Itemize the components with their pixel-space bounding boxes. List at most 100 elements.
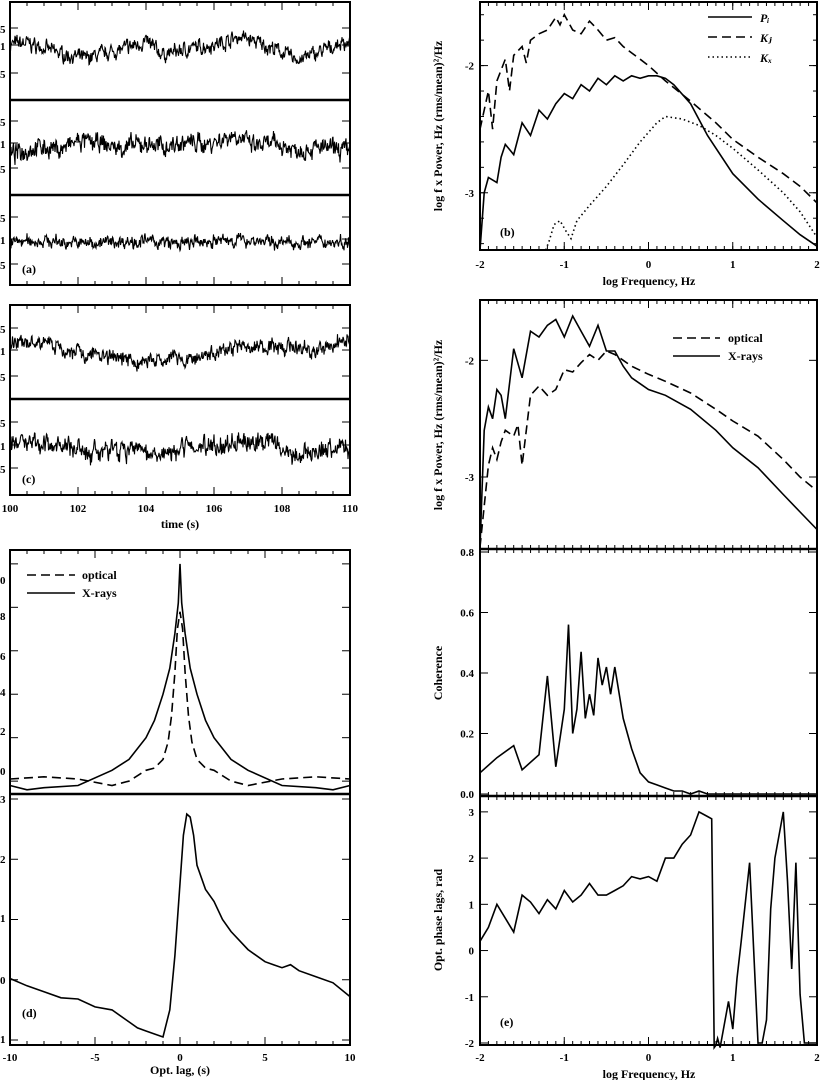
phase-lag-line [479,810,817,1050]
panel-a-partial-tick-label: 5 [0,213,6,225]
panel-c-trace-1 [9,334,351,372]
panel-d-partial-tick-label: 1 [0,1034,6,1046]
lag-curve-line [9,812,351,1039]
y-tick-label: -2 [465,61,475,73]
panel-d-partial-tick-label: 1 [0,913,6,925]
y-tick-label: 0.6 [460,608,474,620]
panel-e-x-axis-label: log Frequency, Hz [603,1067,696,1080]
x-tick-label: 104 [138,503,155,515]
x-tick-label: 0 [646,1052,652,1064]
psd-xrays-line [479,314,818,548]
panel-d-partial-tick-label: 0 [0,575,6,587]
x-tick-label: 0 [177,1052,183,1064]
psd-kj-line [479,12,818,204]
panel-c: (c) 100 102 104 106 108 110 time (s) 5 1 5 5 … [0,304,359,531]
panel-a-partial-tick-label: 5 [0,24,6,36]
panel-a-partial-tick-label: 5 [0,164,6,176]
x-tick-label: 110 [342,503,358,515]
panel-c-partial-tick-label: 1 [0,346,6,358]
y-tick-label: 1 [469,899,475,911]
panel-e-label: (e) [500,1015,513,1029]
panel-c-partial-tick-label: 5 [0,372,6,384]
panel-c-partial-tick-label: 1 [0,441,6,453]
y-tick-label: 2 [469,853,475,865]
psd-kx-line [544,115,818,251]
y-tick-label: -3 [465,472,475,484]
legend-label-optical: optical [82,568,117,582]
panel-d-partial-tick-label: 0 [0,975,6,987]
panel-e-coherence-y-axis-label: Coherence [431,645,445,700]
y-tick-label: 0.4 [460,668,474,680]
ccf-optical-line [9,611,351,787]
panel-b: Pᵢ Kⱼ Kₓ (b) -3 -2 -2 -1 0 1 2 log Frequency,… [431,1,820,288]
panel-b-legend: Pᵢ Kⱼ Kₓ [708,11,772,65]
panel-c-x-tick-labels: 100 102 104 106 108 110 [2,503,359,515]
panel-d-partial-tick-label: 4 [0,687,6,699]
x-tick-label: 106 [206,503,223,515]
panel-c-partial-tick-label: 5 [0,464,6,476]
x-tick-label: 100 [2,503,19,515]
ccf-xrays-line [9,563,351,791]
x-tick-label: 1 [730,259,736,271]
y-tick-label: 0.0 [460,789,474,801]
panel-a-label: (a) [22,262,36,276]
y-tick-label: 0 [469,946,475,958]
panel-e-ticks [479,300,818,1045]
panel-c-partial-tick-label: 5 [0,418,6,430]
panel-a-partial-tick-label: 1 [0,41,6,53]
panel-d-partial-tick-label: 6 [0,651,6,663]
panel-c-label: (c) [22,472,35,486]
x-tick-label: -2 [475,259,485,271]
y-tick-label: 3 [469,807,475,819]
panel-c-x-axis-label: time (s) [161,517,199,531]
panel-d-x-tick-labels: -10 -5 0 5 10 [3,1052,356,1064]
panel-c-ticks [9,305,351,495]
panel-d-partial-tick-label: 3 [0,794,6,806]
x-tick-label: 102 [70,503,87,515]
y-tick-label: -2 [465,355,475,367]
psd-optical-line [479,350,818,548]
panel-a-partial-tick-label: 1 [0,235,6,247]
y-tick-label: -1 [465,992,474,1004]
legend-label-p: Pᵢ [760,11,769,25]
x-tick-label: -1 [560,259,569,271]
panel-a: (a) 5 1 5 5 1 5 5 1 5 [0,1,351,286]
panel-d-partial-tick-label: 2 [0,854,6,866]
panel-b-x-tick-labels: -2 -1 0 1 2 [475,259,820,271]
panel-e-phase-y-axis-label: Opt. phase lags, rad [431,869,445,972]
panel-e-psd-y-axis-label: log f x Power, Hz (rms/mean)²/Hz [431,339,445,510]
legend-label-xrays: X-rays [82,586,117,600]
x-tick-label: -1 [560,1052,569,1064]
panel-a-trace-2 [9,130,351,165]
panel-d-partial-tick-label: 2 [0,726,6,738]
x-tick-label: 2 [814,1052,820,1064]
panel-e-x-tick-labels: -2 -1 0 1 2 [475,1052,820,1064]
x-tick-label: 1 [730,1052,736,1064]
legend-label-xrays: X-rays [728,349,763,363]
x-tick-label: 5 [262,1052,268,1064]
legend-label-kj: Kⱼ [759,31,772,45]
panel-b-y-tick-labels: -3 -2 [465,61,475,200]
panel-e-y-tick-labels: -3 -2 0.0 0.2 0.4 0.6 0.8 -2 -1 0 1 2 3 [460,355,474,1050]
y-tick-label: 0.8 [460,547,474,559]
legend-label-kx: Kₓ [759,51,772,65]
panel-d-x-axis-label: Opt. lag, (s) [150,1063,210,1077]
panel-b-label: (b) [500,225,515,239]
psd-p-line [479,74,818,251]
legend-label-optical: optical [728,331,763,345]
panel-a-trace-3 [9,232,351,253]
x-tick-label: -10 [3,1052,18,1064]
panel-c-partial-tick-label: 5 [0,324,6,336]
panel-b-y-axis-label: log f x Power, Hz (rms/mean)²/Hz [431,40,445,211]
panel-a-partial-tick-label: 5 [0,117,6,129]
panel-e: optical X-rays (e) -3 -2 0.0 0.2 0.4 0.6 0.8 -2… [431,299,820,1080]
x-tick-label: -5 [90,1052,100,1064]
x-tick-label: 0 [646,259,652,271]
panel-b-x-axis-label: log Frequency, Hz [603,274,696,288]
y-tick-label: -3 [465,188,475,200]
coherence-line [479,624,817,795]
panel-d-partial-tick-label: 8 [0,611,6,623]
panel-d-ticks [9,550,351,1045]
panel-a-partial-tick-label: 5 [0,69,6,81]
